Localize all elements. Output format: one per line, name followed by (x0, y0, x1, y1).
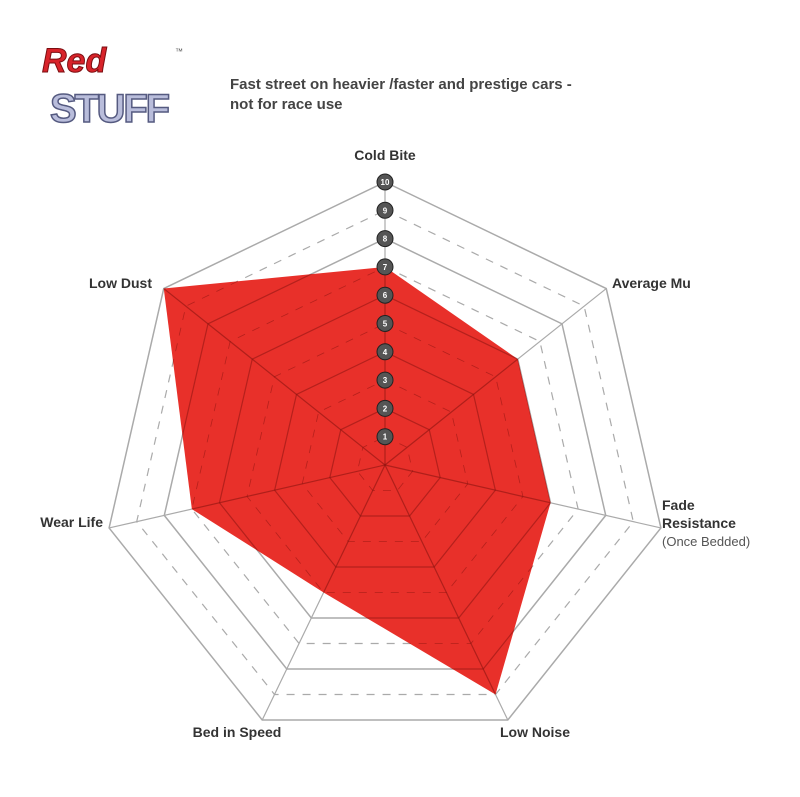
tick-labels: 1 2 3 4 5 6 7 8 9 10 (376, 173, 394, 446)
grid-ring-overlay-6 (218, 294, 551, 619)
axis-line-overlay-6 (163, 288, 386, 466)
axis-label-cold-bite: Cold Bite (354, 147, 416, 163)
logo-red-text: Red (42, 42, 107, 80)
tick-badge-10 (376, 173, 394, 191)
tick-badge-4 (376, 343, 394, 361)
grid-ring-overlay-3 (301, 379, 469, 542)
tick-badge-6 (376, 286, 394, 304)
svg-text:Bed in Speed: Bed in Speed (193, 724, 282, 740)
grid-ring-overlay-2 (329, 407, 441, 517)
axis-label-wear-life: Wear Life (40, 514, 103, 530)
svg-text:Average Mu: Average Mu (612, 275, 691, 291)
tick-label-8: 8 (383, 235, 388, 244)
tick-label-3: 3 (383, 376, 388, 385)
logo-tm: ™ (175, 47, 183, 56)
svg-text:Wear Life: Wear Life (40, 514, 103, 530)
grid-ring-9 (136, 209, 634, 696)
tick-badge-3 (376, 371, 394, 389)
subtitle-line-1: Fast street on heavier /faster and prest… (230, 76, 572, 93)
axis-line-overlay-3 (384, 464, 509, 695)
axis-line-overlay-1 (384, 288, 551, 466)
tick-label-7: 7 (383, 263, 388, 272)
data-polygon (163, 266, 551, 695)
tick-label-9: 9 (383, 206, 388, 215)
tick-badge-7 (376, 258, 394, 276)
axis-label-fade-resistance: Fade Resistance (Once Bedded) (662, 497, 750, 549)
axis-line-overlay-5 (163, 464, 386, 529)
svg-text:Cold Bite: Cold Bite (354, 147, 416, 163)
axis-line-overlay-2 (384, 464, 551, 529)
axis-labels: Cold Bite Average Mu Fade Resistance (Once B… (40, 147, 750, 740)
svg-text:Low Noise: Low Noise (500, 724, 570, 740)
tick-badge-5 (376, 315, 394, 332)
axis-label-low-dust: Low Dust (89, 275, 152, 291)
svg-text:(Once Bedded): (Once Bedded) (662, 534, 750, 549)
tick-label-4: 4 (383, 348, 388, 357)
axis-label-average-mu: Average Mu (612, 275, 691, 291)
svg-text:Fade: Fade (662, 497, 695, 513)
redstuff-logo: Red STUFF ™ (42, 42, 184, 131)
grid-ring-overlay-1 (356, 436, 414, 491)
svg-text:Resistance: Resistance (662, 515, 736, 531)
tick-badge-1 (376, 428, 394, 446)
tick-label-1: 1 (383, 433, 388, 442)
subtitle-line-2: not for race use (230, 96, 343, 113)
tick-badge-9 (376, 201, 394, 219)
tick-label-6: 6 (383, 291, 388, 300)
grid-ring-10 (108, 181, 662, 721)
tick-label-2: 2 (383, 404, 388, 413)
svg-text:Low Dust: Low Dust (89, 275, 152, 291)
logo-stuff-text: STUFF (50, 87, 170, 130)
axis-label-bed-in-speed: Bed in Speed (193, 724, 282, 740)
grid-ring-overlay-4 (273, 351, 497, 568)
tick-badge-2 (376, 399, 394, 417)
tick-label-5: 5 (383, 320, 388, 329)
tick-badge-8 (376, 230, 394, 248)
chart-subtitle: Fast street on heavier /faster and prest… (230, 75, 572, 115)
axis-label-low-noise: Low Noise (500, 724, 570, 740)
tick-label-10: 10 (381, 178, 390, 187)
